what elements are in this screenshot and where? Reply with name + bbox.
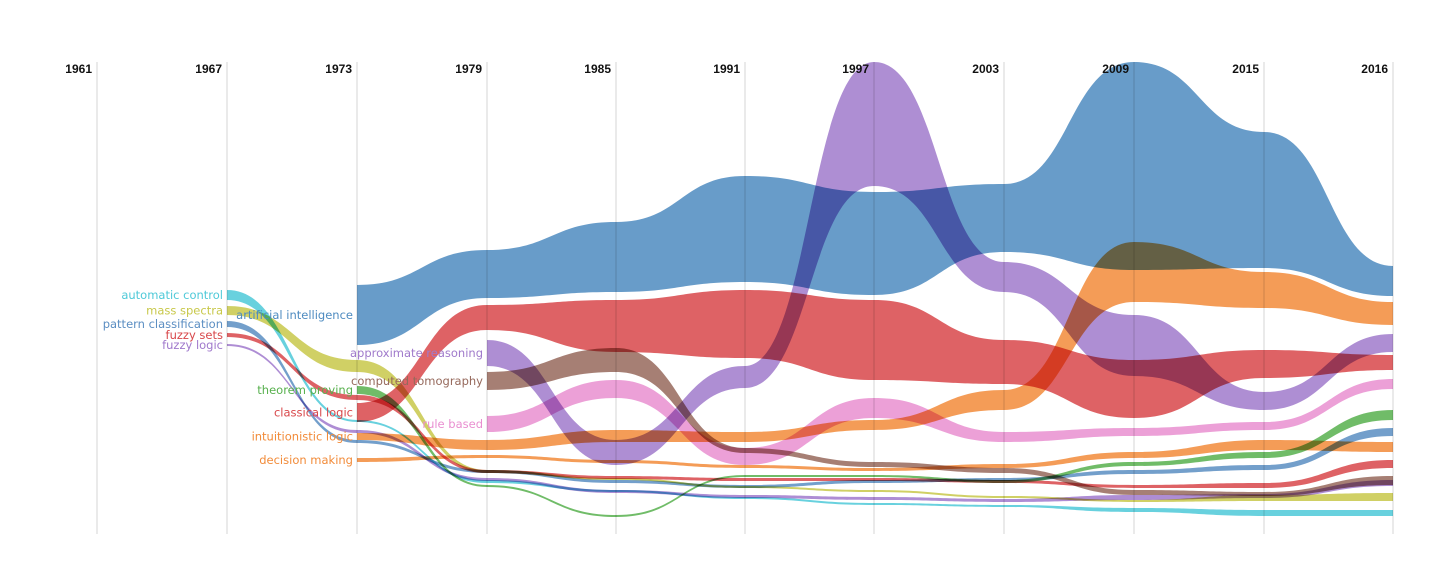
label-decision-making: decision making xyxy=(259,453,353,467)
year-label-2016: 2016 xyxy=(1361,62,1388,76)
year-label-1997: 1997 xyxy=(842,62,869,76)
label-fuzzy-logic: fuzzy logic xyxy=(162,338,223,352)
flow-classical-logic xyxy=(357,290,1393,422)
label-intuitionistic-logic: intuitionistic logic xyxy=(252,430,353,444)
year-label-1991: 1991 xyxy=(713,62,740,76)
flow-rule-based xyxy=(487,379,1393,465)
label-mass-spectra: mass spectra xyxy=(146,304,223,318)
topic-flows xyxy=(227,62,1393,517)
year-label-1973: 1973 xyxy=(325,62,352,76)
year-label-1967: 1967 xyxy=(195,62,222,76)
flow-decision-making xyxy=(357,440,1393,471)
year-label-1979: 1979 xyxy=(455,62,482,76)
year-label-2009: 2009 xyxy=(1102,62,1129,76)
label-fuzzy-sets: fuzzy sets xyxy=(166,328,223,342)
year-label-2003: 2003 xyxy=(972,62,999,76)
year-label-1961: 1961 xyxy=(65,62,92,76)
flow-artificial-intelligence xyxy=(357,62,1393,345)
label-artificial-intelligence: artificial intelligence xyxy=(236,308,353,322)
label-theorem-proving: theorem proving xyxy=(257,383,353,397)
label-classical-logic: classical logic xyxy=(274,406,353,420)
year-axis: 1961 1967 1973 1979 1985 1991 1997 2003 2009 2015… xyxy=(65,62,1388,76)
year-label-2015: 2015 xyxy=(1232,62,1259,76)
label-automatic-control: automatic control xyxy=(121,288,223,302)
flow-intuitionistic-logic xyxy=(357,242,1393,450)
label-approximate-reasoning: approximate reasoning xyxy=(350,346,483,360)
label-rule-based: rule based xyxy=(422,417,483,431)
label-pattern-classification: pattern classification xyxy=(103,317,223,331)
label-computed-tomography: computed tomography xyxy=(351,374,483,388)
year-label-1985: 1985 xyxy=(584,62,611,76)
